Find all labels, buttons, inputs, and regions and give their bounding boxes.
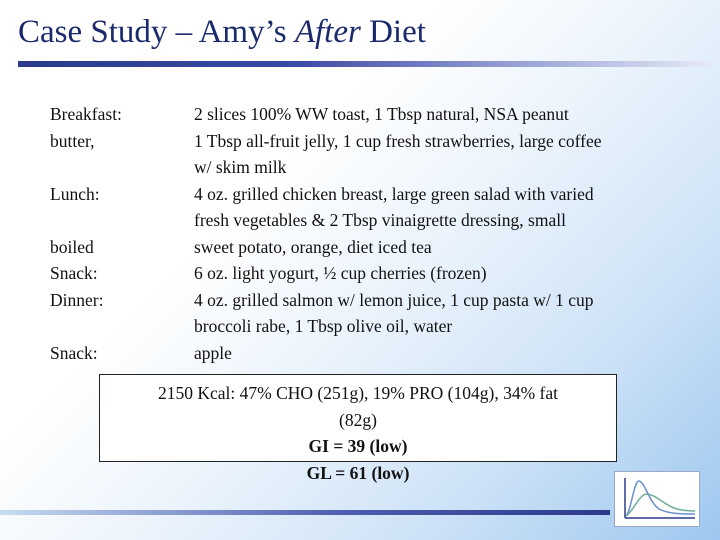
meal-detail-line: 2 slices 100% WW toast, 1 Tbsp natural, … <box>194 104 569 124</box>
meal-label: Lunch: <box>50 183 100 204</box>
meal-detail-line: 4 oz. grilled salmon w/ lemon juice, 1 c… <box>194 289 594 310</box>
nutrition-summary-box <box>99 374 617 462</box>
meal-detail-line: broccoli rabe, 1 Tbsp olive oil, water <box>194 316 453 336</box>
summary-fat-grams: (82g) <box>339 409 377 430</box>
meal-detail-line: 6 oz. light yogurt, ½ cup cherries (froz… <box>194 263 487 283</box>
logo-curve-low <box>625 493 696 517</box>
meal-label: butter, <box>50 130 95 151</box>
meal-label: boiled <box>50 236 94 257</box>
meal-detail-line: 4 oz. grilled chicken breast, large gree… <box>194 183 594 204</box>
meal-label: Snack: <box>50 342 98 363</box>
nutrition-summary: 2150 Kcal: 47% CHO (251g), 19% PRO (104g… <box>99 380 617 486</box>
title-prefix: Case Study – Amy’s <box>18 14 295 50</box>
footer-rule <box>0 510 610 515</box>
glycemic-index: GI = 39 (low) <box>308 436 408 456</box>
meal-detail-line: sweet potato, orange, diet iced tea <box>194 236 432 257</box>
glucose-curve-graphic <box>624 478 696 519</box>
title-underline <box>18 61 710 67</box>
summary-macros: 2150 Kcal: 47% CHO (251g), 19% PRO (104g… <box>157 383 558 403</box>
meal-label: Breakfast: <box>50 104 122 124</box>
title-suffix: Diet <box>360 14 426 50</box>
meal-label: Snack: <box>50 263 98 283</box>
meal-label: Dinner: <box>50 289 104 310</box>
slide-title: Case Study – Amy’s After Diet <box>18 14 426 51</box>
meal-label <box>50 154 122 181</box>
glucose-curve-logo-icon <box>614 471 700 527</box>
title-emphasis: After <box>294 14 361 50</box>
meal-detail-line: apple <box>194 342 232 363</box>
meal-details-column: 2 slices 100% WW toast, 1 Tbsp natural, … <box>194 101 602 366</box>
meal-detail-line: fresh vegetables & 2 Tbsp vinaigrette dr… <box>194 210 566 230</box>
meal-detail-line: 1 Tbsp all-fruit jelly, 1 cup fresh stra… <box>194 130 602 151</box>
meal-labels-column: Breakfast: butter, Lunch: boiled Snack: … <box>50 101 122 366</box>
logo-curve-high <box>625 480 696 517</box>
glycemic-load: GL = 61 (low) <box>306 462 410 483</box>
meal-label <box>50 313 122 340</box>
meal-detail-line: w/ skim milk <box>194 157 287 177</box>
meal-label <box>50 207 122 234</box>
